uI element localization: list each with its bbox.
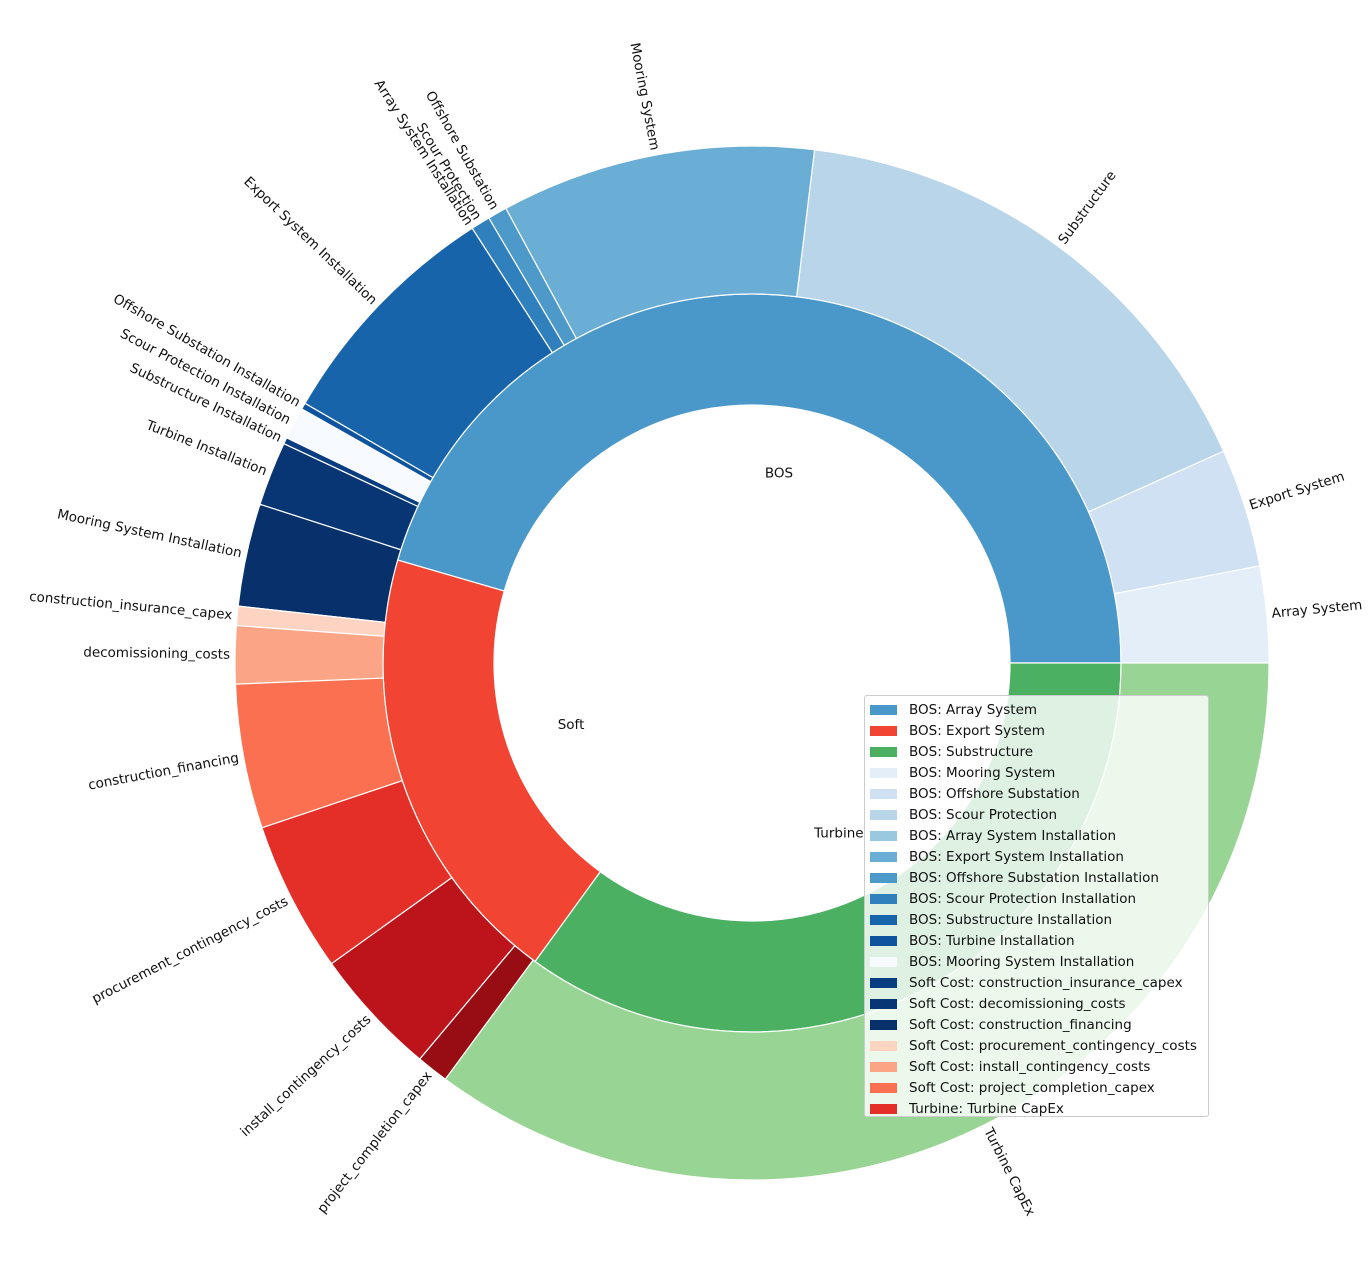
legend-swatch xyxy=(870,788,897,799)
legend-swatch xyxy=(870,704,897,715)
legend-swatch xyxy=(870,935,897,946)
outer-label-procurement-contingency-costs: procurement_contingency_costs xyxy=(89,894,291,1008)
legend-swatch xyxy=(870,767,897,778)
legend-label: BOS: Substructure xyxy=(909,743,1034,760)
legend-item: BOS: Scour Protection xyxy=(870,804,1208,825)
legend-swatch xyxy=(870,914,897,925)
legend-item: BOS: Array System xyxy=(870,699,1208,720)
legend-item: BOS: Offshore Substation xyxy=(870,783,1208,804)
legend-swatch xyxy=(870,872,897,883)
legend-item: BOS: Turbine Installation xyxy=(870,930,1208,951)
legend-label: BOS: Array System Installation xyxy=(909,827,1117,844)
legend-label: BOS: Mooring System xyxy=(909,764,1056,781)
outer-label-substructure: Substructure xyxy=(1055,168,1119,248)
legend-label: Soft Cost: procurement_contingency_costs xyxy=(909,1037,1197,1054)
legend-item: BOS: Export System Installation xyxy=(870,846,1208,867)
outer-label-mooring-system: Mooring System xyxy=(626,41,662,151)
legend-item: BOS: Array System Installation xyxy=(870,825,1208,846)
outer-wedge-decomissioning-costs xyxy=(234,624,385,685)
legend-item: Soft Cost: construction_financing xyxy=(870,1014,1208,1035)
legend-swatch xyxy=(870,809,897,820)
outer-label-export-system: Export System xyxy=(1247,469,1346,514)
legend-swatch xyxy=(870,746,897,757)
legend-item: BOS: Mooring System Installation xyxy=(870,951,1208,972)
legend-swatch xyxy=(870,977,897,988)
legend-swatch xyxy=(870,1061,897,1072)
legend-item: BOS: Mooring System xyxy=(870,762,1208,783)
outer-label-decomissioning-costs: decomissioning_costs xyxy=(83,644,230,662)
legend-swatch xyxy=(870,1040,897,1051)
legend-label: Turbine: Turbine CapEx xyxy=(909,1100,1064,1117)
legend-swatch xyxy=(870,725,897,736)
legend-item: BOS: Substructure xyxy=(870,741,1208,762)
legend-swatch xyxy=(870,1019,897,1030)
legend-label: BOS: Scour Protection Installation xyxy=(909,890,1137,907)
outer-label-project-completion-capex: project_completion_capex xyxy=(314,1068,435,1216)
outer-label-construction-financing: construction_financing xyxy=(87,750,240,794)
legend-swatch xyxy=(870,1103,897,1114)
legend-label: BOS: Offshore Substation Installation xyxy=(909,869,1159,886)
inner-label-bos: BOS xyxy=(765,466,793,482)
legend-label: BOS: Offshore Substation xyxy=(909,785,1080,802)
legend: BOS: Array System BOS: Export System BOS: … xyxy=(864,695,1209,1117)
outer-label-array-system: Array System xyxy=(1271,597,1363,622)
legend-label: Soft Cost: project_completion_capex xyxy=(909,1079,1155,1096)
legend-swatch xyxy=(870,851,897,862)
outer-wedge-substructure xyxy=(795,149,1225,513)
legend-label: BOS: Export System Installation xyxy=(909,848,1124,865)
inner-label-turbine: Turbine xyxy=(813,825,864,841)
legend-item: Turbine: Turbine CapEx xyxy=(870,1098,1208,1119)
outer-label-construction-insurance-capex: construction_insurance_capex xyxy=(29,589,233,624)
legend-item: BOS: Offshore Substation Installation xyxy=(870,867,1208,888)
legend-item: Soft Cost: construction_insurance_capex xyxy=(870,972,1208,993)
legend-label: BOS: Substructure Installation xyxy=(909,911,1113,928)
outer-label-mooring-system-installation: Mooring System Installation xyxy=(56,506,243,561)
legend-label: BOS: Turbine Installation xyxy=(909,932,1075,949)
outer-label-export-system-installation: Export System Installation xyxy=(240,174,380,308)
legend-label: BOS: Mooring System Installation xyxy=(909,953,1135,970)
inner-label-soft: Soft xyxy=(558,717,585,733)
legend-label: Soft Cost: construction_financing xyxy=(909,1016,1132,1033)
legend-label: Soft Cost: construction_insurance_capex xyxy=(909,974,1183,991)
legend-item: BOS: Scour Protection Installation xyxy=(870,888,1208,909)
legend-item: Soft Cost: procurement_contingency_costs xyxy=(870,1035,1208,1056)
legend-swatch xyxy=(870,893,897,904)
legend-label: BOS: Scour Protection xyxy=(909,806,1058,823)
legend-swatch xyxy=(870,830,897,841)
legend-item: Soft Cost: decomissioning_costs xyxy=(870,993,1208,1014)
legend-item: Soft Cost: project_completion_capex xyxy=(870,1077,1208,1098)
legend-item: BOS: Export System xyxy=(870,720,1208,741)
legend-swatch xyxy=(870,998,897,1009)
outer-label-turbine-capex: Turbine CapEx xyxy=(980,1124,1038,1218)
outer-label-install-contingency-costs: install_contingency_costs xyxy=(238,1012,375,1140)
legend-label: BOS: Export System xyxy=(909,722,1045,739)
legend-swatch xyxy=(870,1082,897,1093)
legend-label: BOS: Array System xyxy=(909,701,1038,718)
legend-item: Soft Cost: install_contingency_costs xyxy=(870,1056,1208,1077)
legend-swatch xyxy=(870,956,897,967)
legend-label: Soft Cost: install_contingency_costs xyxy=(909,1058,1151,1075)
legend-item: BOS: Substructure Installation xyxy=(870,909,1208,930)
legend-label: Soft Cost: decomissioning_costs xyxy=(909,995,1126,1012)
